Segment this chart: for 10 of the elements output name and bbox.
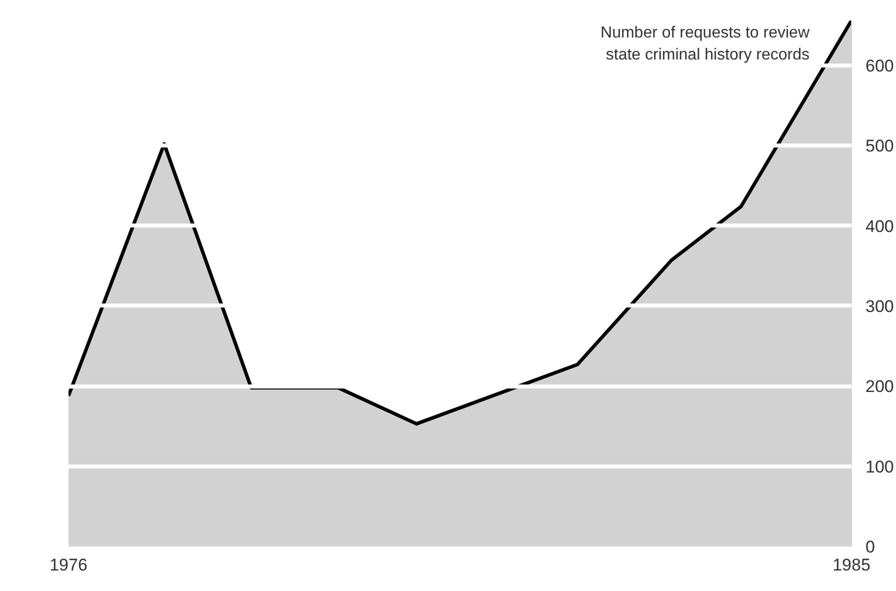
y-tick-label: 600 <box>866 56 894 76</box>
annotation: Number of requests to review state criminal history records <box>600 24 810 64</box>
y-tick-label: 300 <box>866 296 894 316</box>
y-tick-label: 100 <box>866 457 894 476</box>
y-tick-label: 200 <box>866 377 894 396</box>
x-tick-label: 1985 <box>832 556 870 574</box>
y-tick-label: 400 <box>866 216 894 236</box>
y-tick-label: 0 <box>866 538 875 556</box>
x-tick-label: 1976 <box>50 556 88 574</box>
y-tick-label: 500 <box>866 136 894 156</box>
